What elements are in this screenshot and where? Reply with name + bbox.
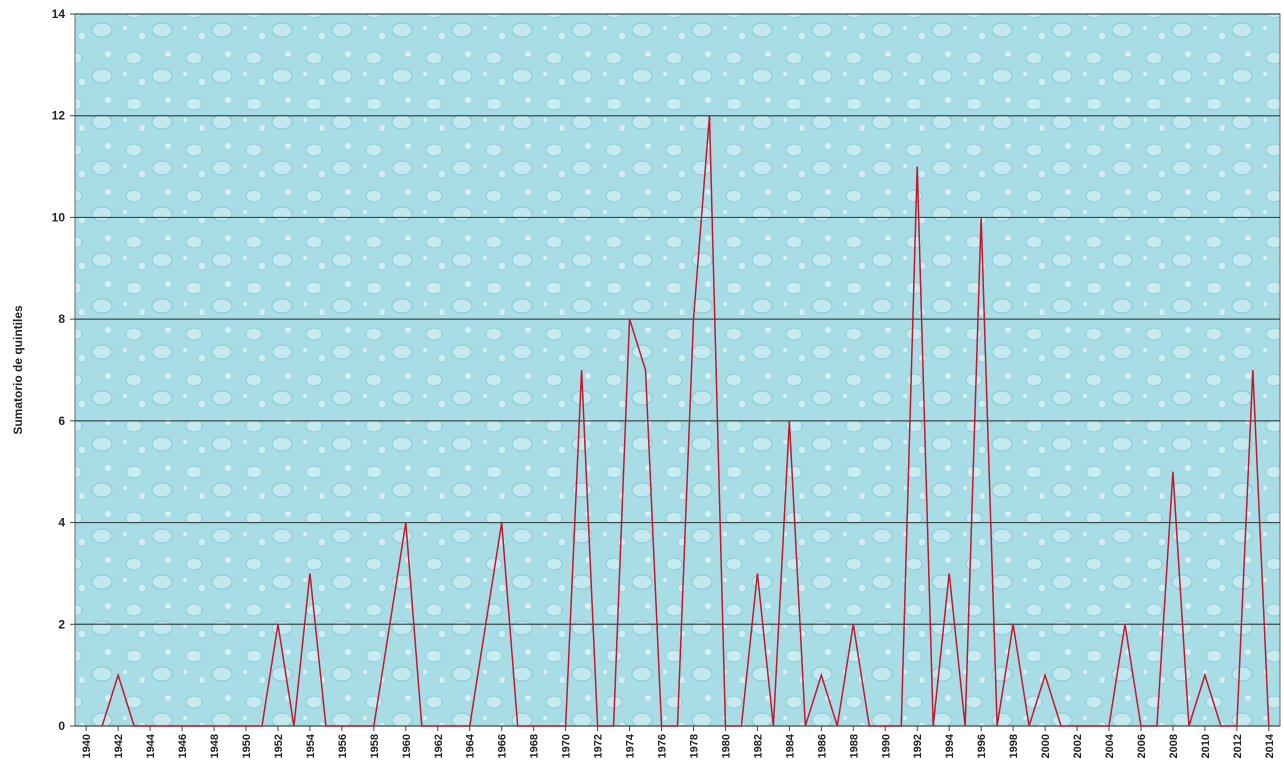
x-tick-label: 1944 [145,733,157,758]
y-tick-label: 10 [52,210,66,224]
x-tick-label: 1980 [720,734,732,758]
y-tick-label: 12 [52,109,66,123]
x-tick-label: 2002 [1072,734,1084,758]
x-tick-label: 2006 [1136,734,1148,758]
x-tick-label: 1964 [465,733,477,758]
x-tick-label: 1984 [784,733,796,758]
x-tick-label: 1940 [81,734,93,758]
data-line [101,115,1270,727]
x-tick-label: 1942 [113,734,125,758]
x-tick-label: 1998 [1008,734,1020,758]
y-tick-label: 8 [58,312,65,326]
x-tick-label: 1948 [209,734,221,758]
y-tick-label: 2 [58,617,65,631]
x-tick-label: 2004 [1104,733,1116,758]
x-tick-label: 1992 [912,734,924,758]
x-tick-label: 1954 [305,733,317,758]
x-tick-label: 1972 [593,734,605,758]
x-tick-label: 1996 [976,734,988,758]
x-tick-label: 2000 [1040,734,1052,758]
y-axis-label: Sumatorio de quintiles [11,305,25,435]
y-tick-label: 6 [58,414,65,428]
y-tick-label: 14 [52,7,66,21]
x-tick-label: 1976 [657,734,669,758]
x-tick-label: 1966 [497,734,509,758]
x-tick-label: 1962 [433,734,445,758]
x-tick-label: 1952 [273,734,285,758]
x-tick-label: 1982 [752,734,764,758]
x-tick-label: 1958 [369,734,381,758]
x-tick-label: 1990 [880,734,892,758]
x-tick-label: 1968 [529,734,541,758]
x-tick-label: 2010 [1200,734,1212,758]
x-tick-label: 1960 [401,734,413,758]
x-tick-label: 1988 [848,734,860,758]
y-tick-label: 4 [58,516,65,530]
x-tick-label: 1994 [944,733,956,758]
x-tick-label: 1956 [337,734,349,758]
x-tick-label: 1970 [561,734,573,758]
y-tick-label: 0 [58,719,65,733]
x-tick-label: 2012 [1232,734,1244,758]
x-tick-label: 2008 [1168,734,1180,758]
x-tick-label: 1986 [816,734,828,758]
x-tick-label: 1950 [241,734,253,758]
plot-area [74,13,1281,727]
x-tick-label: 1978 [688,734,700,758]
x-tick-label: 1974 [625,733,637,758]
x-tick-label: 1946 [177,734,189,758]
x-tick-label: 2014 [1264,733,1276,758]
